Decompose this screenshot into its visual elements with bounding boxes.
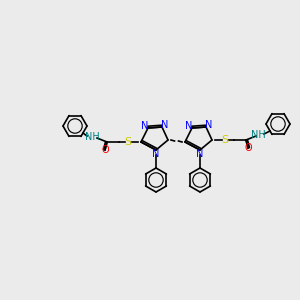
- Text: S: S: [124, 137, 132, 147]
- Text: NH: NH: [250, 130, 266, 140]
- Text: N: N: [205, 120, 213, 130]
- Text: N: N: [141, 121, 149, 131]
- Text: N: N: [161, 120, 169, 130]
- Text: S: S: [221, 135, 229, 145]
- Text: N: N: [196, 149, 204, 159]
- Text: O: O: [101, 145, 109, 155]
- Text: NH: NH: [85, 132, 99, 142]
- Text: N: N: [185, 121, 193, 131]
- Text: N: N: [152, 149, 160, 159]
- Text: O: O: [244, 143, 252, 153]
